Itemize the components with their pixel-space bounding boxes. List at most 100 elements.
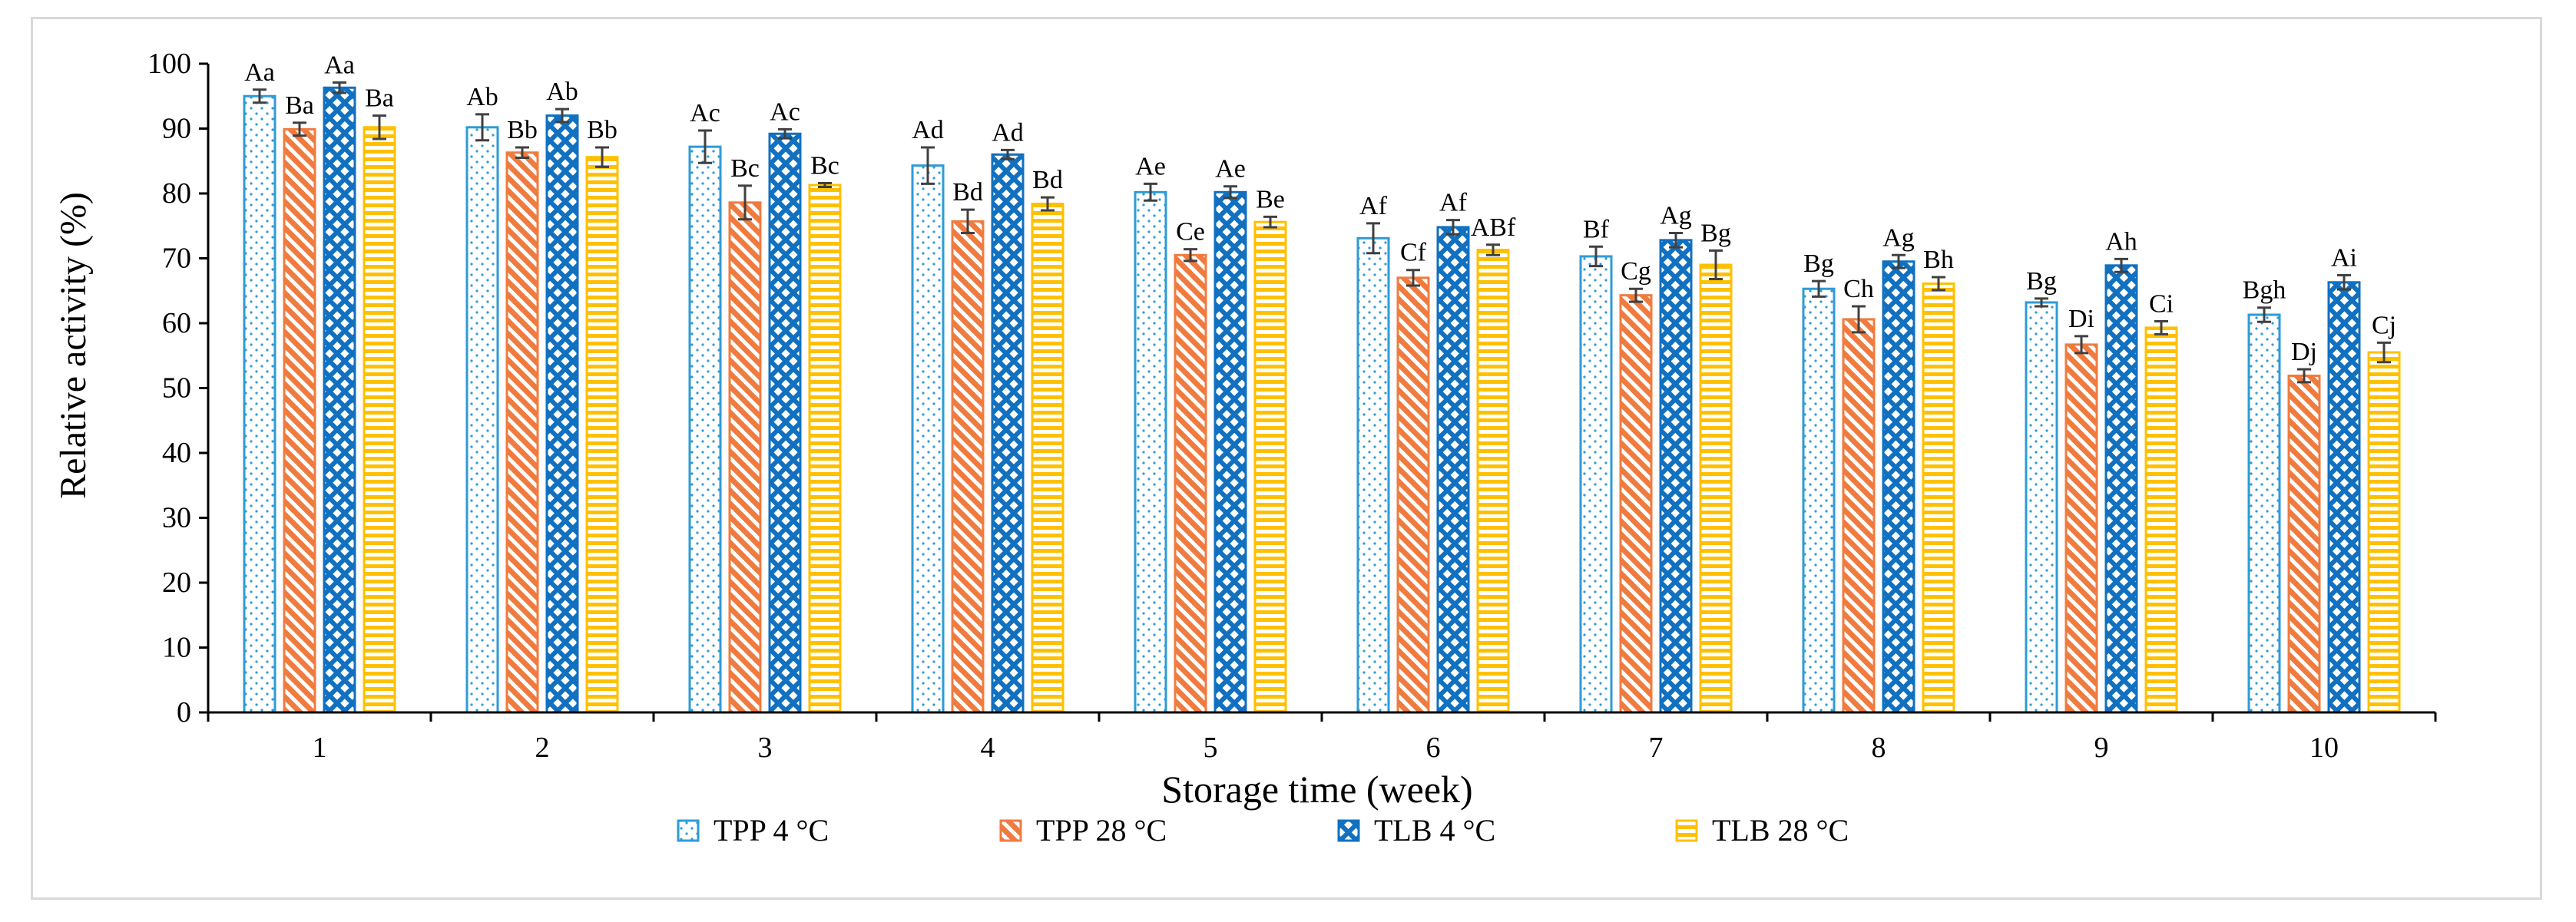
data-label: Bf	[1583, 215, 1610, 243]
y-tick-label: 10	[162, 632, 191, 664]
bar	[1802, 287, 1836, 714]
plot-area: Aa Ba Aa Ba Ab Bb Ab Bb Ac Bc Ac Bc Ad Bd Ad Bd Ae Ce Ae Be…	[243, 51, 2401, 714]
bar	[243, 94, 276, 714]
data-label: Aa	[244, 58, 275, 87]
bar	[1214, 190, 1247, 714]
data-label: Bb	[507, 116, 538, 144]
bar	[808, 183, 842, 714]
bar	[323, 86, 356, 714]
data-label: Ci	[2149, 289, 2174, 318]
data-label: Ai	[2331, 243, 2357, 272]
y-tick-label: 90	[162, 113, 191, 145]
legend-label: TLB 4 °C	[1374, 813, 1495, 848]
bar	[505, 151, 539, 714]
data-label: Ad	[912, 116, 944, 144]
bar	[1476, 249, 1510, 714]
legend-swatch	[999, 819, 1022, 842]
legend-label: TPP 4 °C	[714, 813, 829, 848]
bar	[1174, 253, 1207, 714]
data-label: Ac	[690, 99, 720, 127]
data-label: Ac	[770, 97, 800, 126]
data-label: Ce	[1176, 218, 1205, 246]
data-label: Bgh	[2243, 276, 2286, 305]
x-tick-label: 8	[1872, 732, 1886, 764]
data-label: Bc	[730, 154, 760, 183]
x-tick-label: 5	[1204, 732, 1218, 764]
data-label: Aa	[324, 51, 355, 80]
x-tick-label: 6	[1426, 732, 1441, 764]
bar	[911, 164, 945, 714]
bar	[1579, 255, 1613, 714]
data-label: Ah	[2105, 227, 2137, 256]
data-label: Ag	[1660, 202, 1692, 230]
data-label: Af	[1439, 189, 1468, 217]
y-tick-label: 70	[162, 243, 191, 275]
bar	[688, 145, 722, 714]
bar	[1134, 190, 1167, 714]
data-label: Di	[2068, 305, 2094, 333]
data-label: Be	[1256, 185, 1285, 213]
data-label: Ag	[1882, 223, 1915, 252]
legend-swatch	[1675, 819, 1698, 842]
bar	[2327, 281, 2361, 714]
legend-swatch	[1337, 819, 1360, 842]
bar	[1356, 236, 1390, 714]
bar	[728, 201, 762, 714]
data-label: Cf	[1400, 239, 1427, 267]
bar	[585, 156, 619, 714]
bar	[2144, 326, 2178, 714]
legend-swatch	[677, 819, 700, 842]
bar	[465, 126, 499, 714]
bar	[1253, 220, 1287, 714]
bar	[363, 126, 396, 714]
y-tick-label: 50	[162, 372, 191, 405]
bar	[1922, 282, 1955, 714]
bar	[1396, 276, 1430, 714]
data-label: Dj	[2291, 338, 2317, 366]
bar	[1882, 260, 1915, 714]
data-label: Bd	[952, 178, 983, 207]
y-axis-label: Relative activity (%)	[53, 192, 94, 499]
data-label: ABf	[1471, 213, 1516, 242]
chart-frame: Aa Ba Aa Ba Ab Bb Ab Bb Ac Bc Ac Bc Ad Bd Ad Bd Ae Ce Ae Be…	[31, 17, 2542, 900]
legend-label: TLB 28 °C	[1712, 813, 1849, 848]
data-label: Ch	[1843, 275, 1874, 303]
bar	[951, 220, 985, 714]
bar	[1659, 239, 1693, 714]
y-tick-label: 40	[162, 437, 191, 469]
data-label: Bc	[810, 151, 839, 180]
data-label: Ba	[285, 91, 314, 120]
y-tick-label: 80	[162, 177, 191, 210]
x-tick-label: 7	[1649, 732, 1664, 764]
bar	[1842, 318, 1876, 714]
data-label: Bb	[587, 116, 618, 144]
bar	[545, 114, 579, 714]
data-label: Ab	[466, 83, 498, 111]
bar	[2104, 264, 2138, 714]
y-tick-label: 60	[162, 307, 191, 339]
y-tick-label: 30	[162, 502, 191, 534]
axes: 0 10 20 30 40 50 60 70 80 90 100 1 2 3 4 5 6 7 8 9 10	[147, 48, 2437, 764]
bar	[2025, 301, 2058, 714]
data-label: Bg	[1700, 219, 1731, 247]
data-label: Ba	[365, 84, 394, 113]
data-label: Bh	[1923, 246, 1954, 274]
bar	[1699, 263, 1733, 714]
bar	[2064, 343, 2098, 714]
bar	[1436, 226, 1470, 714]
y-tick-label: 0	[177, 696, 191, 729]
x-tick-label: 1	[313, 732, 327, 764]
x-tick-label: 2	[535, 732, 550, 764]
y-tick-label: 100	[147, 48, 191, 80]
data-label: Ae	[1135, 152, 1166, 180]
x-tick-label: 9	[2094, 732, 2109, 764]
x-tick-label: 10	[2309, 732, 2339, 764]
data-label: Bg	[2026, 267, 2057, 296]
bar	[1619, 294, 1653, 714]
bar	[2367, 351, 2401, 714]
bar	[991, 153, 1025, 714]
data-label: Bd	[1032, 166, 1063, 194]
data-label: Af	[1359, 192, 1388, 220]
data-label: Ab	[546, 78, 578, 106]
x-axis-label: Storage time (week)	[1161, 768, 1472, 811]
